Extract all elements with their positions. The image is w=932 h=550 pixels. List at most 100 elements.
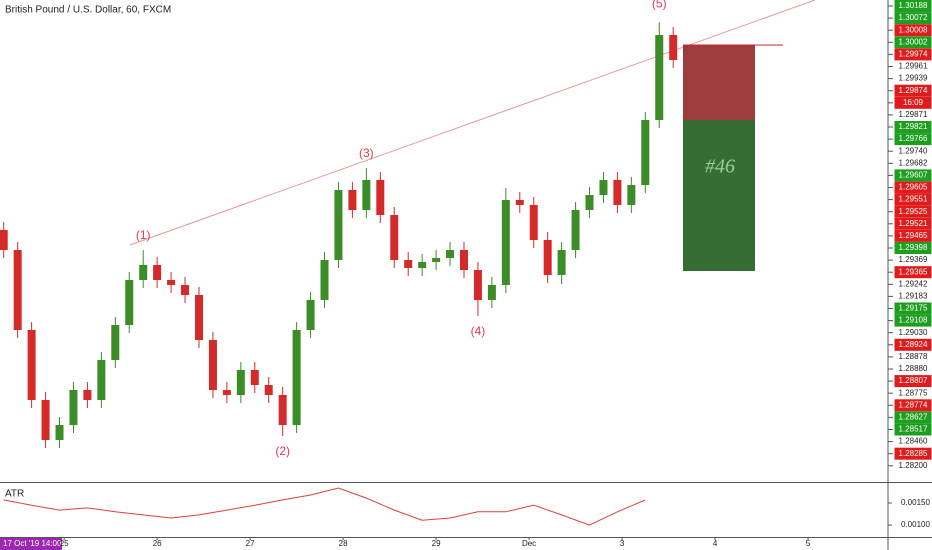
candle-body bbox=[153, 265, 162, 280]
price-label-box bbox=[894, 36, 932, 49]
price-label-box bbox=[895, 109, 931, 121]
x-tick-label: 28 bbox=[339, 539, 348, 548]
wave-label: (5) bbox=[652, 0, 667, 11]
candle-body bbox=[181, 285, 190, 295]
price-label: 1.29961 bbox=[899, 62, 928, 71]
candle-body bbox=[571, 210, 580, 250]
price-label-box bbox=[894, 84, 932, 97]
price-label: 1.29874 bbox=[899, 86, 928, 95]
cursor-date: 17 Oct '19 14:00 bbox=[3, 539, 62, 548]
wave-label: (4) bbox=[471, 324, 486, 338]
price-label-box bbox=[895, 363, 931, 375]
price-label: 1.29465 bbox=[899, 231, 928, 240]
price-label: 1.28200 bbox=[899, 461, 928, 470]
candle-body bbox=[599, 180, 608, 195]
candle-body bbox=[515, 200, 524, 205]
price-label-box bbox=[895, 278, 931, 290]
candle-body bbox=[655, 35, 664, 120]
candle-body bbox=[111, 325, 120, 360]
price-label: 1.30008 bbox=[899, 25, 928, 34]
y-tick-label: 0.00150 bbox=[901, 498, 930, 507]
indicator-title: ATR bbox=[5, 489, 24, 500]
candle-body bbox=[446, 250, 455, 258]
price-label-box bbox=[894, 411, 932, 424]
candle-body bbox=[473, 270, 482, 300]
candle-body bbox=[264, 385, 273, 395]
candle-body bbox=[501, 200, 510, 285]
price-label-box bbox=[895, 351, 931, 363]
candle-body bbox=[97, 360, 106, 400]
price-label-box bbox=[894, 193, 932, 206]
price-label: 1.28924 bbox=[899, 340, 928, 349]
target-zone bbox=[683, 120, 755, 271]
candle-body bbox=[459, 250, 468, 270]
price-label: 1.30188 bbox=[899, 1, 928, 10]
candle-body bbox=[404, 260, 413, 268]
candle-body bbox=[27, 330, 36, 400]
candle-body bbox=[529, 205, 538, 240]
price-label-box bbox=[895, 436, 931, 448]
price-label: 1.29821 bbox=[899, 122, 928, 131]
candle-body bbox=[487, 285, 496, 300]
x-tick-label: 4 bbox=[713, 539, 718, 548]
x-tick-label: 5 bbox=[806, 539, 811, 548]
candle-body bbox=[55, 425, 64, 440]
price-label: 1.28285 bbox=[899, 449, 928, 458]
price-label: 1.29242 bbox=[899, 279, 928, 288]
price-label: 1.28807 bbox=[899, 376, 928, 385]
candle-body bbox=[306, 300, 315, 330]
candle-body bbox=[613, 180, 622, 205]
candle-body bbox=[432, 258, 441, 262]
candle-body bbox=[167, 280, 176, 285]
price-label-box bbox=[894, 242, 932, 254]
price-label: 1.29365 bbox=[899, 267, 928, 276]
price-label-box bbox=[894, 181, 932, 194]
x-tick-label: 3 bbox=[620, 539, 625, 548]
price-label: 1.28517 bbox=[899, 425, 928, 434]
price-label: 1.28627 bbox=[899, 413, 928, 422]
candle-body bbox=[362, 180, 371, 210]
candle-body bbox=[278, 395, 287, 425]
price-label-box bbox=[894, 302, 932, 315]
price-label: 1.29740 bbox=[899, 146, 928, 155]
price-label-box bbox=[894, 229, 932, 242]
x-tick-label: Dec bbox=[522, 539, 536, 548]
price-label-box bbox=[895, 145, 931, 157]
price-label: 1.29030 bbox=[899, 328, 928, 337]
candle-body bbox=[125, 280, 134, 325]
atr-line bbox=[3, 487, 646, 526]
price-label-box bbox=[894, 24, 932, 37]
wave-label: (2) bbox=[275, 444, 290, 458]
price-label-box bbox=[894, 133, 932, 146]
price-label: 1.30002 bbox=[899, 37, 928, 46]
price-label: 1.29398 bbox=[899, 243, 928, 252]
candle-body bbox=[334, 190, 343, 260]
y-tick-label: 0.00100 bbox=[901, 520, 930, 529]
cursor-date-box bbox=[0, 538, 62, 550]
price-label: 1.29607 bbox=[899, 171, 928, 180]
position-label: #46 bbox=[705, 156, 735, 178]
candle-body bbox=[292, 330, 301, 425]
x-tick-label: 26 bbox=[153, 539, 162, 548]
candle-body bbox=[641, 120, 650, 185]
price-label: 1.28460 bbox=[899, 437, 928, 446]
price-label-box bbox=[894, 0, 932, 12]
price-label-box bbox=[895, 460, 931, 472]
x-tick-label: 27 bbox=[246, 539, 255, 548]
price-label: 1.29175 bbox=[899, 304, 928, 313]
price-label-box bbox=[894, 266, 932, 279]
candle-body bbox=[139, 265, 148, 280]
price-label: 1.29525 bbox=[899, 207, 928, 216]
price-label: 1.29766 bbox=[899, 134, 928, 143]
wave-label: (1) bbox=[136, 228, 151, 242]
price-label: 1.29605 bbox=[899, 183, 928, 192]
candle-body bbox=[348, 190, 357, 210]
candle-body bbox=[418, 262, 427, 268]
price-label-box bbox=[894, 375, 932, 388]
candle-body bbox=[208, 340, 217, 390]
candle-body bbox=[222, 390, 231, 395]
candle-body bbox=[0, 230, 8, 250]
price-label: 1.28775 bbox=[899, 388, 928, 397]
price-label-box bbox=[894, 169, 932, 182]
